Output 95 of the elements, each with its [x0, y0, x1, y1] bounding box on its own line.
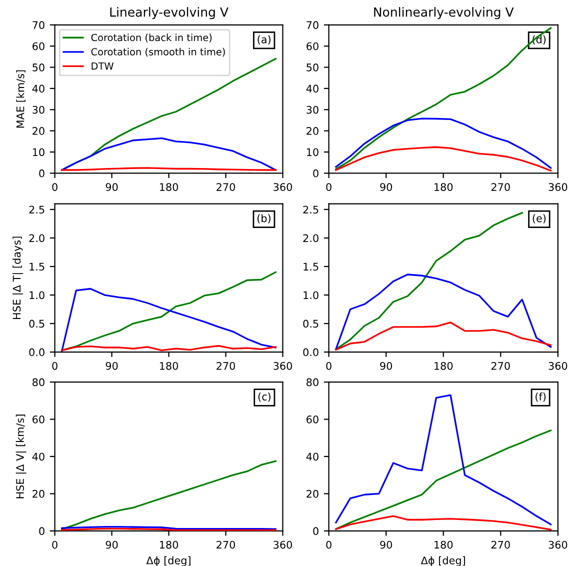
- x-tick-label: 180: [434, 540, 453, 549]
- x-tick-label: 270: [216, 362, 236, 370]
- x-tick-label: 90: [380, 540, 392, 549]
- legend-label: Corotation (back in time): [91, 34, 212, 42]
- x-tick-label: 180: [160, 183, 178, 191]
- y-tick-label: 1.0: [304, 291, 318, 300]
- x-tick-label: 90: [106, 362, 118, 370]
- x-tick-label: 360: [548, 183, 568, 191]
- x-tick-label: 360: [548, 540, 568, 549]
- y-axis-title: HSE |Δ T| [days]: [12, 236, 23, 319]
- x-tick-label: 90: [380, 183, 392, 191]
- y-tick-label: 0.0: [29, 348, 44, 356]
- x-axis-title: Δϕ [deg]: [420, 556, 466, 566]
- y-axis-title: HSE |Δ V| [km/s]: [16, 414, 26, 498]
- y-tick-label: 60: [32, 42, 44, 50]
- line-series: [335, 27, 552, 170]
- y-tick-label: 70: [306, 21, 318, 30]
- y-tick-label: 2.5: [29, 206, 44, 214]
- y-axis-title: MAE [km/s]: [16, 70, 26, 128]
- line-series: [335, 274, 552, 350]
- chart-title: Linearly-evolving V: [110, 7, 228, 20]
- annotation: (a): [258, 35, 270, 45]
- line-series: [335, 394, 552, 526]
- y-tick-label: 10: [32, 148, 44, 156]
- y-tick-label: 80: [32, 378, 44, 386]
- y-tick-label: 0: [39, 527, 44, 536]
- x-tick-label: 0: [326, 183, 332, 191]
- x-tick-label: 90: [106, 183, 118, 191]
- y-tick-label: 2.0: [29, 234, 44, 242]
- y-tick-label: 30: [306, 106, 318, 114]
- y-tick-label: 60: [32, 415, 44, 424]
- x-tick-label: 270: [216, 540, 236, 549]
- y-tick-label: 40: [32, 84, 44, 93]
- y-tick-label: 0: [39, 169, 44, 178]
- y-tick-label: 0: [313, 527, 318, 536]
- annotation: (f): [536, 392, 546, 402]
- legend-label: DTW: [92, 62, 114, 70]
- annotation: (e): [532, 214, 546, 224]
- y-tick-label: 0: [313, 169, 318, 178]
- x-tick-label: 270: [491, 362, 510, 370]
- x-tick-label: 180: [160, 362, 178, 370]
- line-series: [335, 212, 523, 350]
- x-tick-label: 0: [52, 540, 58, 549]
- y-tick-label: 80: [306, 378, 318, 386]
- y-tick-label: 20: [306, 127, 318, 135]
- legend-label: Corotation (smooth in time): [91, 48, 225, 57]
- x-tick-label: 180: [434, 183, 453, 191]
- y-tick-label: 2.5: [303, 206, 318, 214]
- y-tick-label: 40: [306, 84, 318, 93]
- y-tick-label: 50: [306, 64, 318, 72]
- y-tick-label: 60: [306, 42, 318, 50]
- line-series: [61, 288, 276, 352]
- annotation: (b): [258, 214, 270, 224]
- y-tick-label: 0.5: [29, 320, 44, 328]
- x-tick-label: 90: [106, 540, 118, 549]
- y-tick-label: 1.5: [30, 262, 44, 271]
- y-tick-label: 0.5: [303, 320, 318, 328]
- y-tick-label: 40: [306, 452, 318, 461]
- y-tick-label: 20: [32, 490, 44, 498]
- x-tick-label: 0: [326, 540, 332, 549]
- x-tick-label: 90: [380, 362, 392, 370]
- chart-title: Nonlinearly-evolving V: [374, 7, 514, 20]
- x-axis-title: Δϕ [deg]: [146, 556, 190, 566]
- x-tick-label: 0: [326, 362, 332, 370]
- y-tick-label: 20: [32, 127, 44, 135]
- x-tick-label: 270: [491, 540, 510, 549]
- x-tick-label: 270: [491, 183, 510, 191]
- x-tick-label: 360: [548, 362, 568, 370]
- y-tick-label: 0.0: [303, 348, 318, 356]
- y-tick-label: 50: [32, 64, 44, 72]
- line-series: [335, 146, 552, 172]
- y-tick-label: 10: [306, 148, 318, 156]
- x-tick-label: 180: [434, 362, 453, 370]
- x-tick-label: 180: [160, 540, 178, 549]
- annotation: (d): [532, 35, 546, 45]
- y-tick-label: 40: [32, 452, 44, 461]
- x-tick-label: 0: [52, 362, 58, 370]
- line-series: [335, 430, 552, 530]
- x-tick-label: 270: [216, 183, 236, 191]
- y-tick-label: 30: [32, 106, 44, 114]
- y-tick-label: 1.0: [30, 291, 44, 300]
- y-tick-label: 2.0: [303, 234, 318, 242]
- x-tick-label: 360: [274, 362, 292, 370]
- y-tick-label: 60: [306, 415, 318, 424]
- y-tick-label: 20: [306, 490, 318, 498]
- y-tick-label: 1.5: [304, 262, 318, 271]
- line-series: [335, 515, 552, 530]
- line-series: [61, 137, 276, 171]
- annotation: (c): [258, 392, 270, 402]
- x-tick-label: 360: [274, 540, 292, 549]
- y-tick-label: 70: [32, 21, 44, 30]
- x-tick-label: 360: [274, 183, 292, 191]
- x-tick-label: 0: [52, 183, 58, 191]
- line-series: [335, 118, 552, 169]
- line-series: [335, 322, 552, 351]
